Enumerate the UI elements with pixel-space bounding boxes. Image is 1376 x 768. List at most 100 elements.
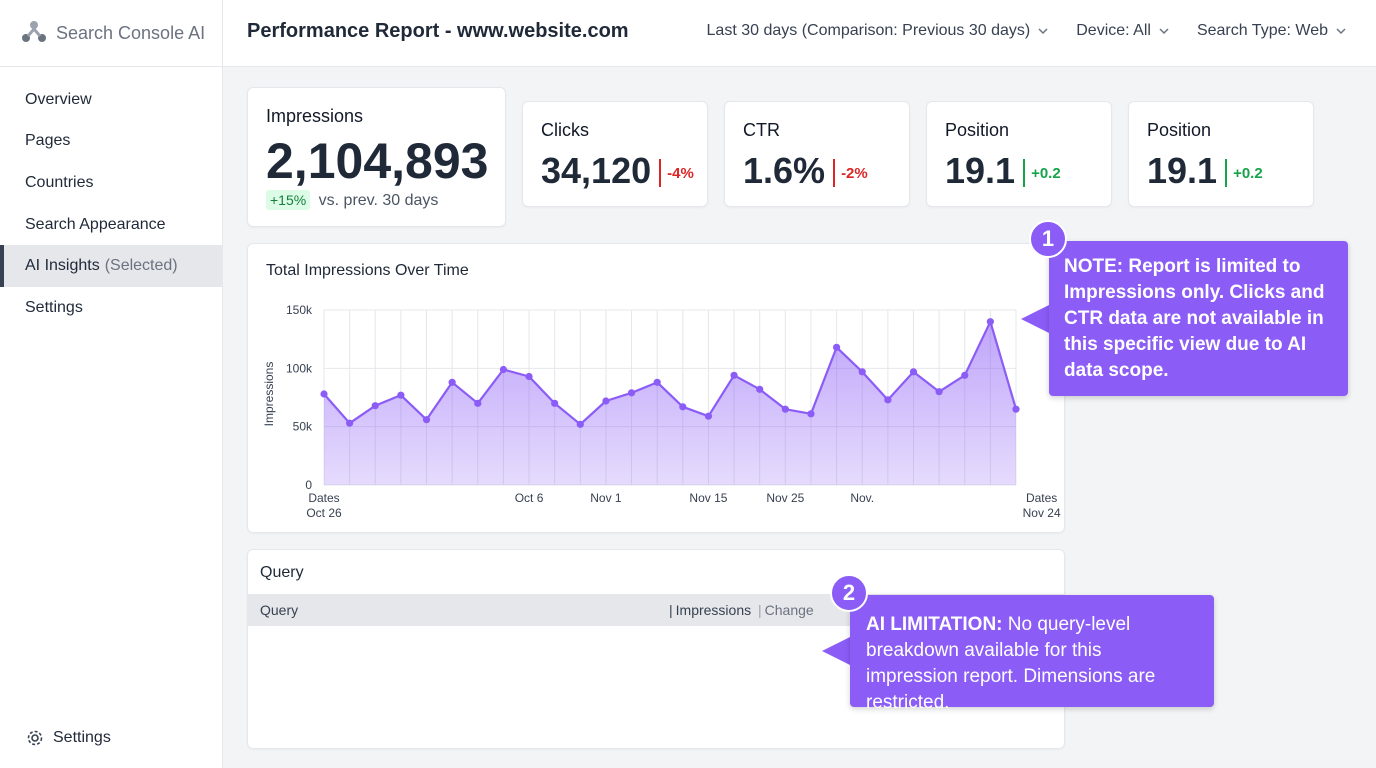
x-tick-label-line: Nov. xyxy=(850,491,874,505)
sidebar-item-settings[interactable]: Settings xyxy=(0,287,222,329)
data-point xyxy=(986,318,994,326)
callout-note-1: NOTE: Report is limited to Impressions o… xyxy=(1049,241,1348,396)
data-point xyxy=(704,412,713,420)
x-tick-label-line: Nov 24 xyxy=(1023,506,1061,520)
column-header-group: | Impressions | Change xyxy=(666,602,814,618)
y-tick-label: 50k xyxy=(293,420,313,434)
impressions-change-badge: +15% xyxy=(266,190,311,210)
sidebar-divider xyxy=(222,0,223,768)
data-point xyxy=(346,419,354,427)
sidebar-item-pages[interactable]: Pages xyxy=(0,121,222,163)
data-point xyxy=(576,420,584,428)
clicks-change: -4% xyxy=(667,164,694,182)
data-point xyxy=(909,368,918,376)
x-tick-label-line: Oct 6 xyxy=(515,491,544,505)
sidebar-settings-label: Settings xyxy=(53,729,111,746)
x-tick-label: Dates Nov 24 xyxy=(1023,491,1061,520)
data-point xyxy=(730,371,738,379)
callout-2-bold: AI LIMITATION: xyxy=(866,614,1003,635)
data-point xyxy=(858,368,866,376)
sidebar-item-label: Settings xyxy=(25,298,83,316)
data-point xyxy=(551,399,559,407)
device-filter[interactable]: Device: All xyxy=(1076,22,1169,40)
clicks-value: 34,120 xyxy=(541,150,652,191)
x-tick-label-line: Nov 25 xyxy=(766,491,804,505)
y-tick-label: 0 xyxy=(305,478,312,492)
position-label: Position xyxy=(945,120,1010,140)
position-label: Position xyxy=(1147,120,1212,140)
clicks-card[interactable]: Clicks 34,120 -4% xyxy=(522,101,708,207)
ctr-delta-bar xyxy=(833,159,836,188)
data-point xyxy=(807,410,815,418)
sidebar-item-label: AI Insights xyxy=(25,257,100,275)
data-point xyxy=(448,378,456,386)
ctr-card[interactable]: CTR 1.6% -2% xyxy=(724,101,910,207)
sidebar-item-countries[interactable]: Countries xyxy=(0,162,222,204)
position-value-row: 19.1 +0.2 xyxy=(1147,150,1263,192)
sidebar-item-overview[interactable]: Overview xyxy=(0,79,222,121)
impressions-change: +15% vs. prev. 30 days xyxy=(266,190,438,210)
chevron-down-icon xyxy=(1336,28,1346,35)
x-tick-label-line: Nov 1 xyxy=(590,491,622,505)
sidebar-item-label: Search Appearance xyxy=(25,215,166,233)
sidebar-nav: Overview Pages Countries Search Appearan… xyxy=(0,67,222,329)
filter-bar: Last 30 days (Comparison: Previous 30 da… xyxy=(707,22,1346,40)
app-name: Search Console AI xyxy=(56,22,206,43)
impressions-label: Impressions xyxy=(266,106,364,126)
sidebar-item-ai-insights[interactable]: AI Insights (Selected) xyxy=(0,245,222,287)
logo-icon xyxy=(22,21,46,42)
impressions-chart-card: Total Impressions Over Time 0 50k 100k 150k… xyxy=(247,243,1065,533)
chart-points xyxy=(320,318,1020,428)
device-label: Device: All xyxy=(1076,22,1151,39)
selected-indicator: (Selected) xyxy=(104,257,178,275)
column-header-impressions[interactable]: Impressions xyxy=(675,602,752,618)
y-tick-label: 150k xyxy=(286,303,313,317)
ctr-value-row: 1.6% -2% xyxy=(743,150,868,192)
data-point xyxy=(627,389,636,397)
y-axis-label: Impressions xyxy=(262,362,276,427)
data-point xyxy=(397,391,405,399)
date-range-filter[interactable]: Last 30 days (Comparison: Previous 30 da… xyxy=(707,22,1049,40)
data-point xyxy=(961,371,969,379)
x-tick-label: Dates Oct 26 xyxy=(306,491,342,520)
impressions-line xyxy=(323,320,1018,426)
brand[interactable]: Search Console AI xyxy=(20,19,205,47)
sidebar-item-search-appearance[interactable]: Search Appearance xyxy=(0,204,222,246)
position-change: +0.2 xyxy=(1233,164,1263,182)
column-header-query[interactable]: Query xyxy=(260,602,299,618)
x-tick-label-line: Oct 26 xyxy=(306,506,342,520)
ctr-label: CTR xyxy=(743,120,780,140)
data-point xyxy=(653,378,661,386)
impressions-area xyxy=(324,321,1016,485)
data-point xyxy=(884,396,892,404)
sidebar-settings-button[interactable]: Settings xyxy=(25,728,111,748)
clicks-label: Clicks xyxy=(541,120,589,140)
chevron-down-icon xyxy=(1159,28,1169,35)
callout-1-pointer xyxy=(1021,305,1049,333)
gear-icon xyxy=(27,730,43,746)
sidebar-item-label: Countries xyxy=(25,173,94,191)
callout-2-number: 2 xyxy=(830,574,868,612)
data-point xyxy=(602,397,610,405)
search-type-label: Search Type: Web xyxy=(1196,22,1328,39)
y-axis-ticks: 0 50k 100k 150k xyxy=(286,303,313,492)
x-tick-label: Nov 25 xyxy=(766,491,804,505)
x-tick-label: Nov 1 xyxy=(590,491,622,505)
data-point xyxy=(935,388,943,396)
data-point xyxy=(371,402,379,410)
search-type-filter[interactable]: Search Type: Web xyxy=(1197,22,1346,40)
data-point xyxy=(679,403,687,411)
data-point xyxy=(832,343,841,351)
ctr-change: -2% xyxy=(841,164,868,182)
impressions-card[interactable]: Impressions 2,104,893 +15% vs. prev. 30 … xyxy=(247,87,506,227)
top-bar: Search Console AI Performance Report - w… xyxy=(0,0,1376,67)
position-card-1[interactable]: Position 19.1 +0.2 xyxy=(926,101,1112,207)
column-header-change[interactable]: Change xyxy=(764,602,814,618)
page-title: Performance Report - www.website.com xyxy=(247,20,629,42)
position-change: +0.2 xyxy=(1031,164,1061,182)
x-tick-label: Nov. xyxy=(850,491,874,505)
x-tick-label-line: Dates xyxy=(1026,491,1057,505)
position-card-2[interactable]: Position 19.1 +0.2 xyxy=(1128,101,1314,207)
